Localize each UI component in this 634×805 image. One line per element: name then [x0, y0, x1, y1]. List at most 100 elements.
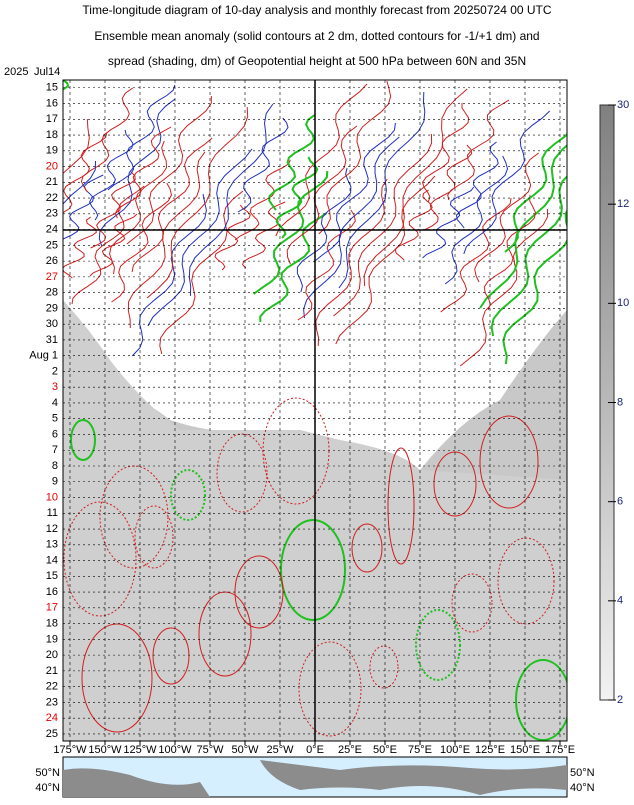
contour: [134, 505, 174, 569]
y-tick-label: 12: [46, 523, 58, 535]
y-tick-label: 9: [52, 476, 58, 488]
contour: [387, 447, 415, 565]
contour: [127, 151, 206, 329]
contour: [451, 573, 493, 633]
contour: [131, 193, 207, 357]
contour: [474, 152, 540, 283]
x-tick-label: 25°W: [266, 744, 294, 756]
land: [63, 760, 567, 797]
y-tick-label: 25: [46, 239, 58, 251]
y-tick-label: Jul14: [34, 66, 60, 78]
y-tick-label: 2: [52, 365, 58, 377]
x-tick-label: 100°W: [158, 744, 192, 756]
contour: [303, 136, 400, 319]
y-tick-label: 21: [46, 665, 58, 677]
y-tick-label: 15: [46, 570, 58, 582]
contour: [114, 126, 172, 219]
contour: [237, 117, 289, 213]
x-tick-label: 150°E: [510, 744, 540, 756]
contour: [111, 182, 173, 303]
contour: [335, 175, 436, 345]
contour: [259, 212, 328, 323]
x-tick-label: 125°W: [123, 744, 157, 756]
y-tick-label: 23: [46, 208, 58, 220]
contour: [63, 501, 137, 617]
x-tick-label: 100°E: [440, 744, 470, 756]
y-tick-label: 6: [52, 428, 58, 440]
contour: [234, 159, 291, 241]
y-tick-label: 22: [46, 681, 58, 693]
y-tick-label: 18: [46, 618, 58, 630]
lat-label: 40°N: [35, 782, 60, 794]
contour: [63, 160, 96, 205]
contour: [422, 186, 475, 259]
contour: [455, 141, 499, 229]
y-tick-label: 20: [46, 160, 58, 172]
contour: [440, 197, 512, 313]
contour: [297, 209, 356, 321]
x-tick-label: 25°E: [338, 744, 362, 756]
colorbar-label: 12: [617, 198, 629, 210]
y-tick-label: 17: [46, 113, 58, 125]
contour: [497, 537, 555, 625]
y-tick-label: 14: [46, 554, 58, 566]
title-line: spread (shading, dm) of Geopotential hei…: [108, 54, 526, 68]
y-tick-label: 13: [46, 539, 58, 551]
lat-label: 40°N: [570, 782, 595, 794]
y-tick-label: 18: [46, 129, 58, 141]
y-tick-label: 28: [46, 287, 58, 299]
contour: [483, 194, 536, 311]
contour: [81, 623, 153, 733]
y-tick-label: Aug 1: [29, 350, 58, 362]
y-tick-label: 19: [46, 633, 58, 645]
contour: [363, 88, 468, 287]
contour: [242, 201, 286, 269]
contour: [298, 641, 362, 737]
contour: [109, 140, 168, 275]
contour: [80, 87, 133, 193]
x-tick-label: 0°E: [306, 744, 324, 756]
contour: [490, 175, 567, 337]
contour: [170, 469, 206, 521]
colorbar-label: 30: [617, 99, 629, 111]
contour: [159, 190, 244, 355]
y-tick-label: 3: [52, 381, 58, 393]
x-tick-label: 75°W: [196, 744, 224, 756]
colorbar-label: 2: [617, 694, 623, 706]
contour: [146, 106, 249, 299]
x-tick-label: 175°W: [53, 744, 87, 756]
contour: [338, 91, 426, 289]
year-label: 2025: [4, 66, 28, 78]
contour: [268, 114, 316, 211]
y-tick-label: 29: [46, 302, 58, 314]
contour: [415, 609, 461, 681]
y-tick-label: 16: [46, 97, 58, 109]
y-tick-label: 15: [46, 82, 58, 94]
contour: [253, 170, 329, 295]
plot-area: [63, 80, 567, 741]
contour: [459, 208, 549, 367]
contour: [147, 148, 253, 327]
contour: [447, 99, 510, 201]
contour: [89, 213, 138, 277]
lat-label: 50°N: [570, 767, 595, 779]
x-tick-label: 175°E: [545, 744, 575, 756]
contours: [63, 80, 567, 741]
y-tick-label: 11: [47, 507, 58, 519]
y-tick-label: 17: [46, 602, 58, 614]
contour: [98, 98, 176, 247]
x-tick-label: 125°E: [475, 744, 505, 756]
contour: [188, 103, 274, 297]
contour: [502, 209, 567, 365]
y-tick-label: 26: [46, 255, 58, 267]
contour: [131, 137, 213, 273]
colorbar-label: 10: [617, 297, 629, 309]
contour: [214, 204, 251, 271]
y-tick-label: 23: [46, 696, 58, 708]
contour: [315, 178, 388, 347]
x-tick-label: 50°E: [373, 744, 397, 756]
y-tick-label: 5: [52, 413, 58, 425]
contour: [318, 80, 392, 235]
y-tick-label: 16: [46, 586, 58, 598]
